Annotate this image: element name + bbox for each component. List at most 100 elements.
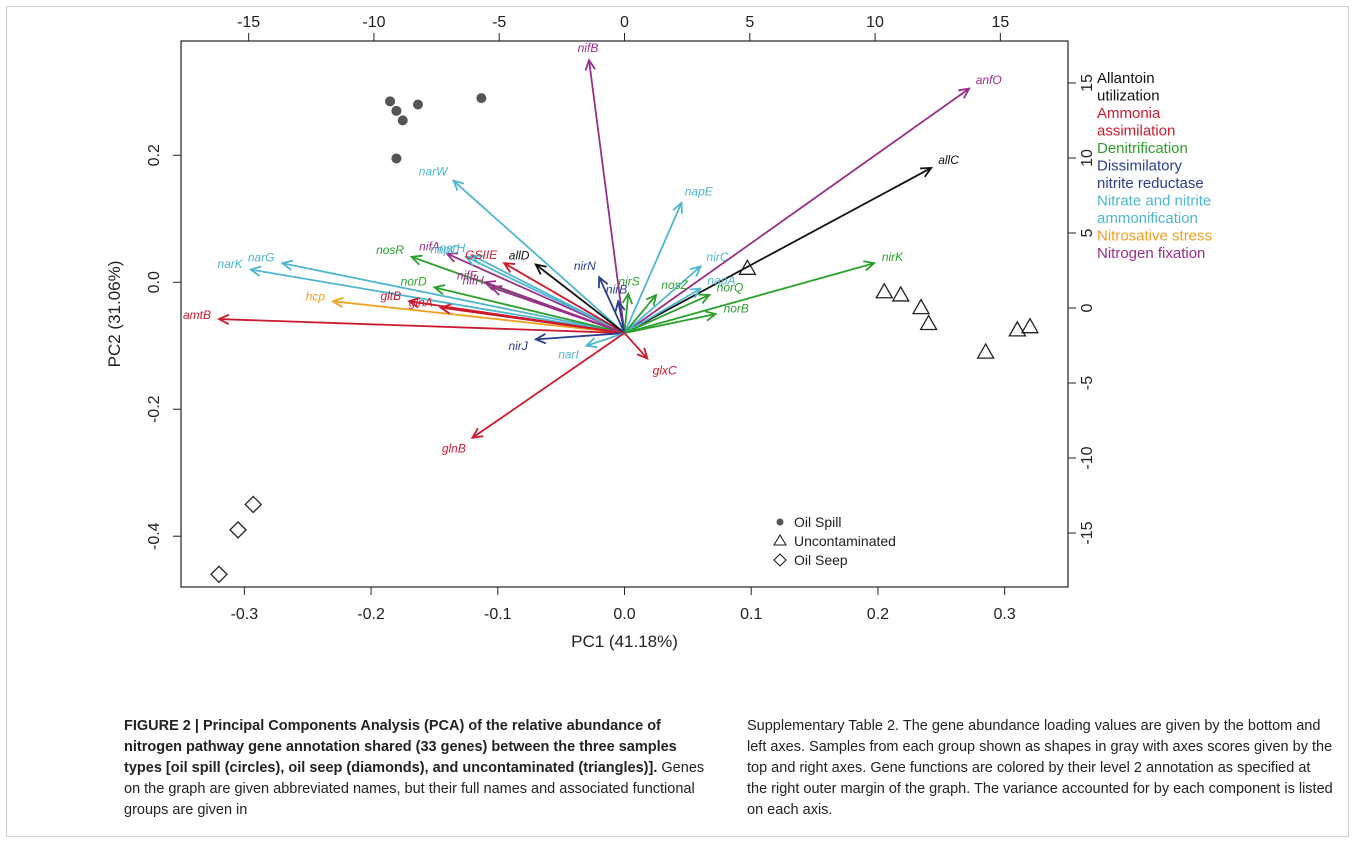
- loading-arrowhead-hcp: [331, 296, 344, 308]
- loading-arrowhead-nirJ: [533, 333, 547, 345]
- loading-arrowhead-norB: [704, 310, 718, 322]
- loading-arrowhead-napA: [689, 287, 703, 299]
- loading-label-napA: napA: [707, 274, 735, 288]
- sample-point-uncontaminated: [911, 298, 931, 315]
- top-axis-tick-label: 0: [620, 14, 629, 31]
- loading-arrow-narK: [250, 268, 625, 334]
- sample-point-uncontaminated: [1020, 317, 1040, 334]
- loading-arrowhead-glnA: [438, 303, 452, 315]
- loading-label-anfO: anfO: [976, 73, 1002, 87]
- loading-label-amtB: amtB: [183, 308, 211, 322]
- right-axis-tick-label: 15: [1079, 74, 1096, 92]
- top-axis-tick-label: 5: [745, 14, 754, 31]
- sample-point-uncontaminated: [738, 258, 757, 275]
- loading-label-nifB: nifB: [578, 41, 599, 55]
- sample-point-uncontaminated: [1008, 320, 1027, 337]
- group-legend-entry: utilization: [1097, 88, 1160, 105]
- loading-arrow-nifB: [588, 59, 626, 334]
- left-axis-tick-label: -0.4: [146, 522, 163, 550]
- loading-label-gltB: gltB: [380, 289, 401, 303]
- right-axis-tick-label: -15: [1079, 521, 1096, 544]
- top-axis-tick-label: -5: [492, 14, 506, 31]
- loading-label-hcp: hcp: [306, 289, 326, 303]
- sample-point-oil-seep: [210, 565, 228, 584]
- bottom-axis-tick-label: 0.3: [994, 606, 1016, 623]
- sample-legend-marker-oil-seep: [773, 553, 787, 567]
- sample-point-uncontaminated: [919, 314, 938, 331]
- bottom-axis-tick-label: -0.2: [357, 606, 385, 623]
- loading-arrow-glnB: [471, 332, 626, 439]
- loading-arrowhead-allD: [534, 263, 547, 275]
- loading-arrow-nirS: [623, 293, 630, 334]
- loading-arrowhead-norQ: [698, 293, 712, 304]
- loading-label-nosR: nosR: [376, 243, 404, 257]
- sample-point-oil-seep: [229, 520, 247, 539]
- loading-label-narH: narH: [439, 241, 465, 255]
- group-legend-entry: nitrite reductase: [1097, 175, 1204, 192]
- sample-point-oil-spill: [397, 115, 408, 126]
- loading-arrowhead-glxC: [636, 347, 649, 360]
- figure-border: [6, 6, 1349, 837]
- group-legend-entry: ammonification: [1097, 210, 1198, 227]
- loading-arrow-allD: [535, 263, 626, 334]
- loading-arrowhead-nosR: [409, 254, 423, 266]
- loading-label-nirJ: nirJ: [508, 339, 528, 353]
- loading-arrowhead-amtB: [216, 313, 230, 325]
- caption-left-column: FIGURE 2 | Principal Components Analysis…: [124, 716, 711, 821]
- loading-arrowhead-norD: [432, 284, 446, 295]
- loading-label-glnB: glnB: [442, 441, 466, 455]
- left-axis-tick-label: 0.2: [146, 144, 163, 166]
- caption-body-left: Genes on the graph are given abbreviated…: [124, 760, 705, 818]
- group-legend-entry: Dissimilatory: [1097, 158, 1183, 175]
- sample-point-uncontaminated: [976, 342, 995, 359]
- loading-arrowhead-nirS: [621, 291, 633, 305]
- sample-point-oil-spill: [476, 93, 487, 104]
- loading-label-norB: norB: [724, 301, 749, 315]
- loading-arrowhead-nirN: [597, 275, 609, 289]
- loading-arrow-norB: [624, 313, 716, 334]
- sample-point-oil-spill: [412, 99, 423, 110]
- sample-point-oil-spill: [391, 153, 402, 164]
- top-axis-tick-label: -15: [237, 14, 260, 31]
- loading-label-nirB: nirB: [606, 282, 627, 296]
- sample-point-oil-seep: [244, 495, 263, 514]
- loading-label-nifH: nifH: [463, 274, 485, 288]
- loading-arrow-anfO: [623, 87, 970, 334]
- right-axis-tick-label: 10: [1079, 149, 1096, 167]
- left-axis-tick-label: -0.2: [146, 395, 163, 423]
- loading-arrow-nifH: [491, 286, 625, 334]
- right-axis-tick-label: 5: [1079, 228, 1096, 237]
- loading-label-GSIIE: GSIIE: [465, 248, 498, 262]
- figure-caption: FIGURE 2 | Principal Components Analysis…: [124, 716, 1334, 821]
- loading-arrow-napE: [623, 202, 683, 334]
- sample-point-oil-spill: [385, 96, 396, 107]
- left-axis-tick-label: 0.0: [146, 271, 163, 293]
- plot-box: [180, 40, 1069, 588]
- loading-label-norQ: norQ: [717, 281, 744, 295]
- group-legend-entry: Ammonia: [1097, 105, 1161, 122]
- loading-arrowhead-nirK: [863, 260, 877, 272]
- loading-arrowhead-glnB: [470, 427, 484, 439]
- sample-legend-label-uncontaminated: Uncontaminated: [794, 533, 896, 549]
- loading-label-narG: narG: [248, 251, 275, 265]
- loading-arrow-glxC: [623, 332, 648, 360]
- loading-arrowhead-nirB: [614, 299, 626, 313]
- top-axis-tick-label: -10: [362, 14, 385, 31]
- loading-label-nifE: nifE: [457, 269, 479, 283]
- bottom-axis-tick-label: -0.3: [231, 606, 259, 623]
- group-legend-entry: Denitrification: [1097, 140, 1188, 157]
- pca-biplot: -0.3 -0.2 -0.1 0.0 0.1 0.2 0.3 -15 -10 -5 0 5 10 15 -0…: [105, 14, 1212, 651]
- loading-arrow-norQ: [624, 294, 710, 334]
- sample-legend-marker-oil-spill: [776, 518, 784, 526]
- bottom-axis-tick-label: 0.1: [740, 606, 762, 623]
- loading-label-nirK: nirK: [882, 250, 904, 264]
- bottom-axis-tick-label: 0.0: [613, 606, 635, 623]
- loading-arrowhead-nirC: [689, 265, 703, 277]
- loading-arrow-norD: [434, 286, 625, 334]
- loading-arrow-hcp: [332, 300, 625, 334]
- loading-arrowhead-napE: [672, 201, 683, 214]
- sample-point-oil-spill: [391, 105, 402, 116]
- loading-arrow-GSIIE: [503, 262, 625, 334]
- group-legend-entry: Nitrogen fixation: [1097, 245, 1205, 262]
